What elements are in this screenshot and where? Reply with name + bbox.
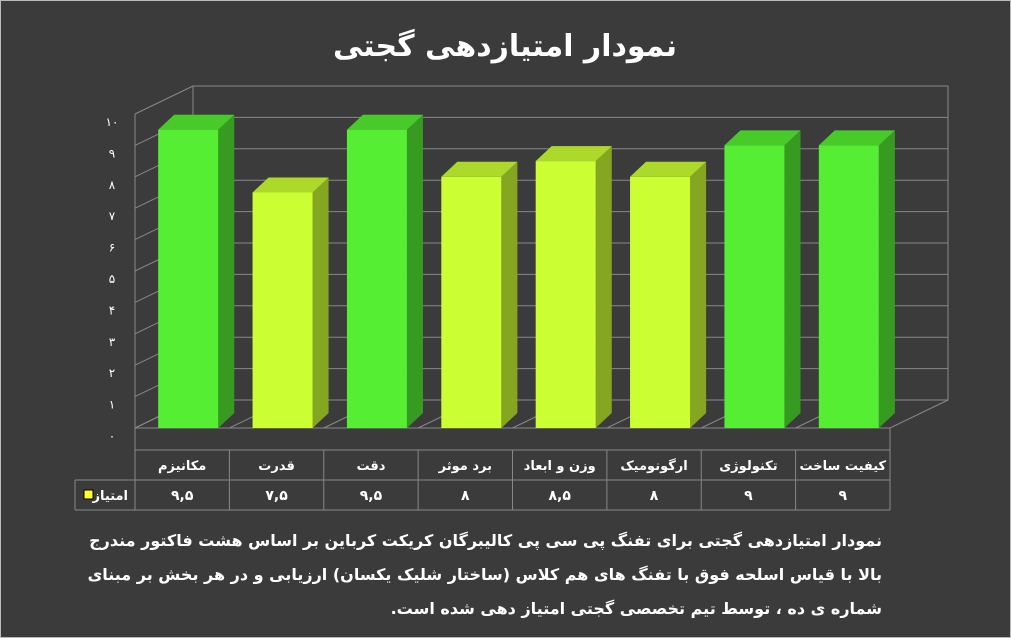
legend-label: امتیاز — [92, 489, 128, 504]
bar-side-shade — [312, 177, 329, 428]
bar-side — [690, 161, 707, 429]
x-tick-label: برد موثر — [438, 459, 492, 474]
x-tick-label: مکانیزم — [158, 459, 206, 474]
x-tick-label: قدرت — [258, 459, 295, 474]
bar-side-shade — [218, 114, 235, 428]
bar-top — [535, 146, 612, 162]
bar-side-shade — [784, 130, 801, 428]
bar-side — [595, 146, 612, 428]
y-tick-label: ۷ — [109, 209, 116, 223]
y-tick-label: ۵ — [109, 272, 115, 286]
bar — [818, 145, 879, 428]
value-label: ۹,۵ — [171, 488, 194, 504]
bar-side — [878, 130, 895, 428]
y-tick-label: ۳ — [109, 335, 116, 349]
bar — [346, 129, 407, 428]
bar-top — [346, 114, 423, 130]
x-tick-label: دقت — [356, 459, 385, 474]
chart-title: نمودار امتیازدهی گجتی — [333, 28, 677, 64]
value-label: ۸,۵ — [548, 488, 571, 504]
bar-top — [818, 130, 895, 146]
value-label: ۹,۵ — [360, 488, 383, 504]
bar-side — [784, 130, 801, 428]
x-tick-label: تکنولوژی — [719, 459, 777, 474]
bar-top-shade — [724, 130, 801, 146]
bar — [724, 145, 785, 428]
y-tick-label: ۴ — [109, 303, 115, 317]
value-label: ۷,۵ — [265, 488, 288, 504]
y-tick-label: ۰ — [109, 429, 115, 443]
bar-top-shade — [535, 146, 612, 162]
bar-side — [218, 114, 235, 428]
bar-side-shade — [595, 146, 612, 428]
legend-swatch — [83, 489, 94, 500]
bar-side-shade — [878, 130, 895, 428]
y-tick-label: ۹ — [109, 146, 115, 160]
bar — [158, 129, 219, 428]
value-label: ۹ — [744, 488, 753, 504]
bar-top-shade — [252, 177, 329, 193]
bar-side — [312, 177, 329, 428]
grid-line — [134, 85, 194, 115]
bar-side — [501, 161, 518, 429]
x-tick-label: ارگونومیک — [620, 458, 687, 474]
bar-top — [252, 177, 329, 193]
bar-side — [406, 114, 423, 428]
bar-top-shade — [346, 114, 423, 130]
y-tick-label: ۱ — [109, 398, 115, 412]
bar-top-shade — [158, 114, 235, 130]
bar — [441, 176, 502, 428]
y-tick-label: ۲ — [109, 366, 115, 380]
bar-side-shade — [690, 161, 707, 429]
value-label: ۹ — [839, 488, 848, 504]
bar-side-shade — [501, 161, 518, 429]
bar-top-shade — [818, 130, 895, 146]
bar — [535, 161, 596, 428]
caption-line: نمودار امتیازدهی گجتی برای تفنگ پی سی پی… — [89, 531, 882, 551]
bar-top — [441, 161, 518, 177]
bar-top-shade — [630, 161, 707, 177]
y-tick-label: ۸ — [109, 178, 116, 192]
bar-top-shade — [441, 161, 518, 177]
bar-top — [724, 130, 801, 146]
bar-side-shade — [406, 114, 423, 428]
caption-line: بالا با قیاس اسلحه فوق با تفنگ های هم کل… — [88, 565, 882, 584]
x-tick-label: کیفیت ساخت — [800, 459, 887, 474]
bar — [630, 176, 691, 428]
value-label: ۸ — [461, 488, 470, 504]
value-label: ۸ — [650, 488, 659, 504]
x-tick-label: وزن و ابعاد — [524, 459, 596, 474]
y-tick-label: ۶ — [109, 241, 115, 255]
y-tick-label: ۱۰ — [106, 115, 119, 129]
bar — [252, 192, 313, 428]
caption-line: شماره ی ده ، توسط تیم تخصصی گجتی امتیاز … — [391, 599, 882, 618]
bar-top — [158, 114, 235, 130]
bar-top — [630, 161, 707, 177]
